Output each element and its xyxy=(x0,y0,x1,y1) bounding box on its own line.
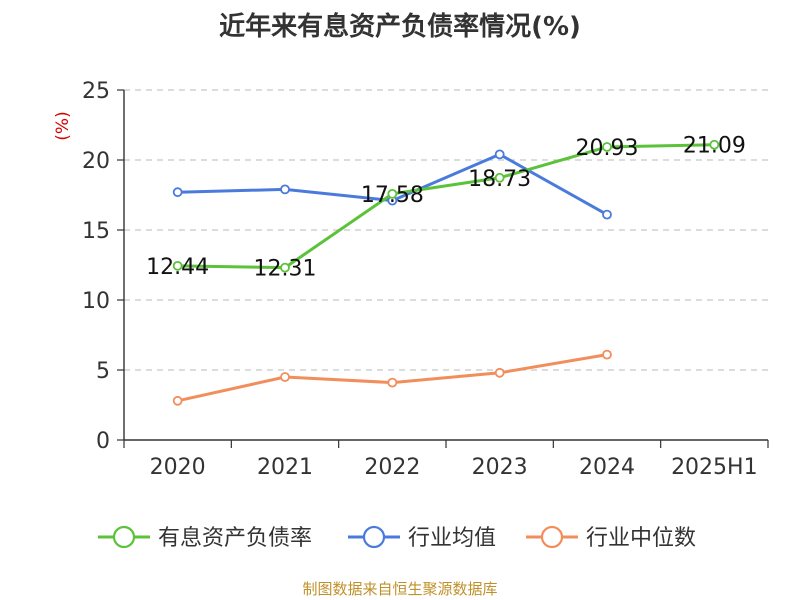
data-label: 17.58 xyxy=(361,183,424,208)
data-labels: 12.44 12.31 17.58 18.73 20.93 21.09 xyxy=(146,134,746,282)
x-tick-label: 2024 xyxy=(579,455,635,480)
legend-marker xyxy=(540,525,564,549)
data-point xyxy=(494,172,505,183)
legend-label: 行业均值 xyxy=(408,526,496,551)
data-point xyxy=(602,349,612,360)
legend: 有息资产负债率 行业均值 行业中位数 xyxy=(98,525,696,551)
x-tick-label: 2025H1 xyxy=(671,455,758,480)
legend-marker xyxy=(112,525,136,549)
data-label: 18.73 xyxy=(468,167,531,192)
legend-label: 有息资产负债率 xyxy=(158,526,312,551)
x-tick-label: 2022 xyxy=(364,455,420,480)
data-point xyxy=(387,377,398,388)
data-label: 12.31 xyxy=(254,257,317,282)
data-label: 20.93 xyxy=(576,136,639,161)
data-point xyxy=(280,184,290,195)
x-tick-label: 2023 xyxy=(472,455,528,480)
data-point xyxy=(172,187,183,198)
grid-lines xyxy=(124,89,768,371)
axes xyxy=(117,89,769,448)
series-line-0 xyxy=(177,143,715,270)
data-point xyxy=(494,149,505,160)
data-point xyxy=(387,188,398,199)
y-tick-labels: 0 5 10 15 20 25 xyxy=(82,79,110,454)
y-axis-label: (%) xyxy=(53,111,73,140)
x-tick-label: 2020 xyxy=(150,455,206,480)
data-label: 21.09 xyxy=(683,134,746,159)
chart-title: 近年来有息资产负债率情况(%) xyxy=(219,12,581,42)
source-footer: 制图数据来自恒生聚源数据库 xyxy=(302,580,498,598)
data-point xyxy=(280,372,290,382)
y-tick-label: 15 xyxy=(82,219,110,244)
data-point xyxy=(172,260,183,271)
y-tick-label: 25 xyxy=(82,79,110,104)
data-point xyxy=(709,139,720,150)
x-tick-labels: 2020 2021 2022 2023 2024 2025H1 xyxy=(150,455,758,480)
data-label: 12.44 xyxy=(146,255,209,280)
x-tick-label: 2021 xyxy=(257,455,313,480)
data-point xyxy=(280,262,290,273)
legend-marker xyxy=(362,525,386,549)
series-lines xyxy=(172,139,720,406)
y-tick-label: 5 xyxy=(96,359,110,384)
y-tick-label: 20 xyxy=(82,149,110,174)
data-point xyxy=(494,367,505,378)
legend-label: 行业中位数 xyxy=(586,526,696,551)
y-tick-label: 10 xyxy=(82,289,110,314)
data-point xyxy=(602,209,612,220)
data-point xyxy=(602,142,612,152)
data-point xyxy=(172,395,183,406)
y-tick-label: 0 xyxy=(96,429,110,454)
